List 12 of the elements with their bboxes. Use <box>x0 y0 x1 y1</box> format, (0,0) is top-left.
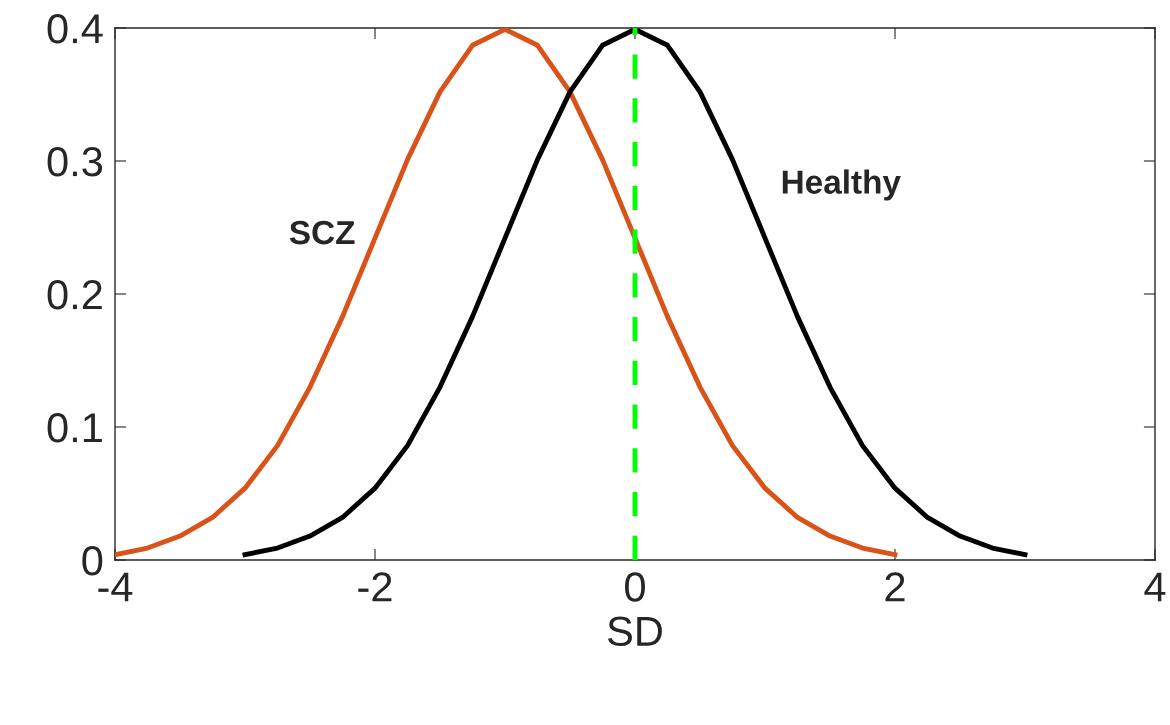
y-tick-label: 0.1 <box>47 413 102 443</box>
y-tick-label: 0.2 <box>47 280 102 310</box>
line-series <box>242 28 1028 558</box>
series-label: SCZ <box>289 220 355 245</box>
x-tick-label: 0 <box>625 572 645 602</box>
x-tick-label: 2 <box>885 572 905 602</box>
y-tick-label: 0.4 <box>47 14 103 44</box>
x-tick-label: -2 <box>358 572 392 602</box>
x-tick-label: 4 <box>1144 572 1166 602</box>
y-tick-label: 0.3 <box>47 147 103 177</box>
x-axis-title: SD <box>607 616 662 647</box>
series-label: Healthy <box>782 169 901 201</box>
